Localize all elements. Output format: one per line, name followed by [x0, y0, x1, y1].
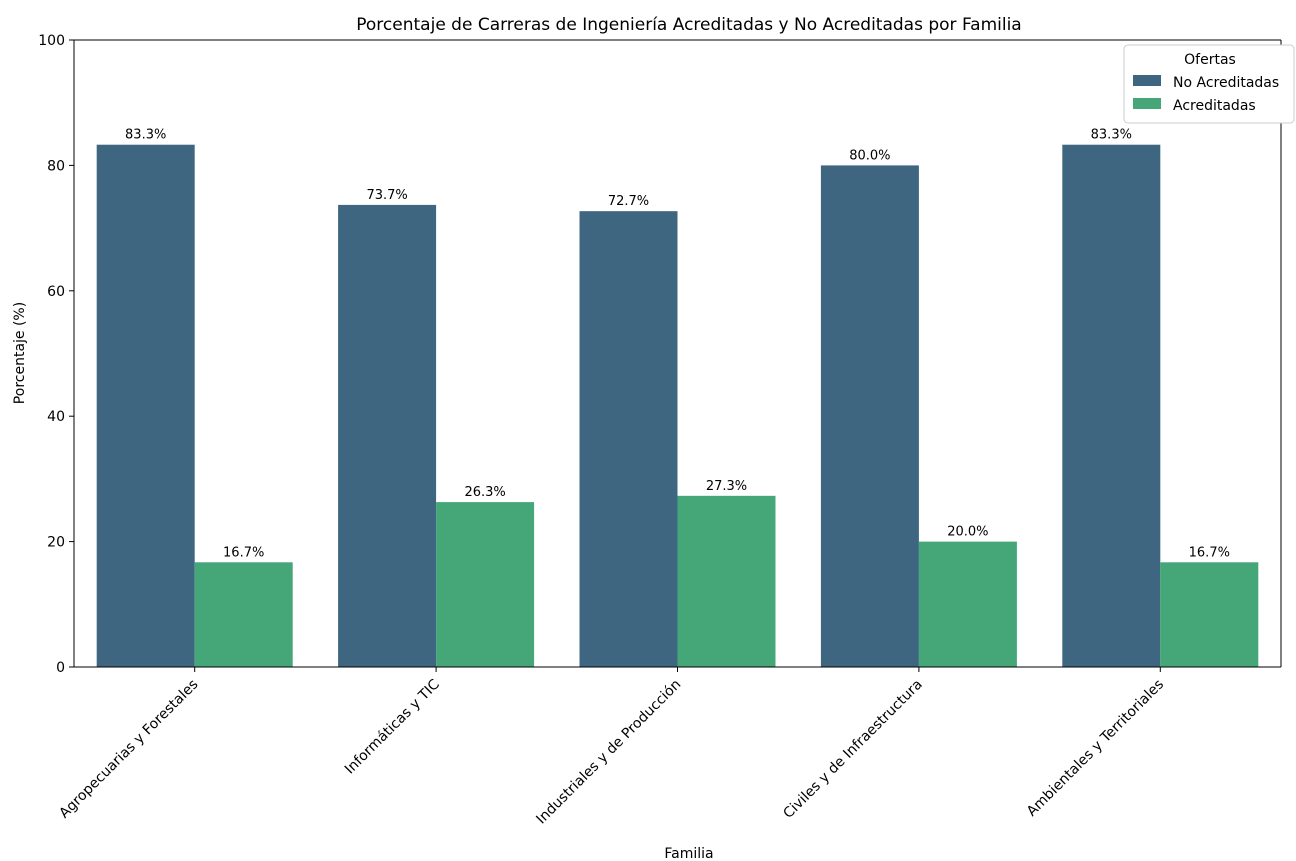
- legend-swatch-no-acreditadas: [1133, 75, 1161, 86]
- y-axis-label: Porcentaje (%): [12, 302, 28, 404]
- bar-labels-group: 83.3% 73.7% 72.7% 80.0% 83.3% 16.7% 26.3% 27.3%…: [125, 128, 1230, 561]
- y-tick-label: 20: [47, 535, 65, 551]
- x-ticks-group: Agropecuarias y Forestales Informáticas y…: [56, 667, 1167, 827]
- y-ticks-group: 0 20 40 60 80 100: [38, 33, 74, 676]
- bar-label-acreditadas-0: 16.7%: [223, 545, 264, 560]
- bar-label-acreditadas-3: 20.0%: [947, 525, 988, 540]
- bar-no-acreditadas-1: [338, 204, 437, 667]
- bar-no-acreditadas-2: [579, 211, 678, 667]
- y-tick-label: 40: [47, 409, 65, 425]
- legend-label-acreditadas: Acreditadas: [1173, 98, 1256, 114]
- bar-label-acreditadas-2: 27.3%: [706, 479, 747, 494]
- bar-label-no-acreditadas-4: 83.3%: [1091, 128, 1132, 143]
- x-tick-label: Industriales y de Producción: [533, 677, 684, 828]
- legend: Ofertas No Acreditadas Acreditadas: [1123, 44, 1295, 124]
- chart-title: Porcentaje de Carreras de Ingeniería Acr…: [356, 15, 1021, 35]
- bar-acreditadas-3: [918, 541, 1017, 667]
- bar-acreditadas-0: [194, 562, 293, 667]
- bar-acreditadas-4: [1160, 562, 1259, 667]
- x-axis-label: Familia: [664, 846, 713, 861]
- bar-label-acreditadas-1: 26.3%: [464, 485, 505, 500]
- legend-box: [1123, 44, 1295, 124]
- bar-acreditadas-2: [677, 495, 776, 667]
- y-tick-label: 0: [56, 660, 65, 676]
- bar-label-no-acreditadas-2: 72.7%: [608, 194, 649, 209]
- bar-label-no-acreditadas-1: 73.7%: [366, 188, 407, 203]
- legend-swatch-acreditadas: [1133, 98, 1161, 109]
- bar-label-no-acreditadas-0: 83.3%: [125, 128, 166, 143]
- x-tick-label: Agropecuarias y Forestales: [56, 677, 201, 822]
- bar-acreditadas-1: [436, 502, 535, 667]
- bar-label-no-acreditadas-3: 80.0%: [849, 148, 890, 163]
- bar-label-acreditadas-4: 16.7%: [1189, 545, 1230, 560]
- bar-no-acreditadas-3: [820, 165, 919, 667]
- x-tick-label: Ambientales y Territoriales: [1024, 677, 1167, 820]
- x-tick-label: Informáticas y TIC: [342, 676, 443, 777]
- x-tick-label: Civiles y de Infraestructura: [780, 677, 925, 822]
- bars-group: [96, 144, 1259, 668]
- legend-title: Ofertas: [1184, 52, 1236, 68]
- legend-label-no-acreditadas: No Acreditadas: [1173, 75, 1279, 91]
- y-tick-label: 100: [38, 33, 65, 49]
- y-tick-label: 80: [47, 158, 65, 174]
- y-tick-label: 60: [47, 284, 65, 300]
- bar-no-acreditadas-0: [96, 144, 195, 668]
- bar-no-acreditadas-4: [1062, 144, 1161, 668]
